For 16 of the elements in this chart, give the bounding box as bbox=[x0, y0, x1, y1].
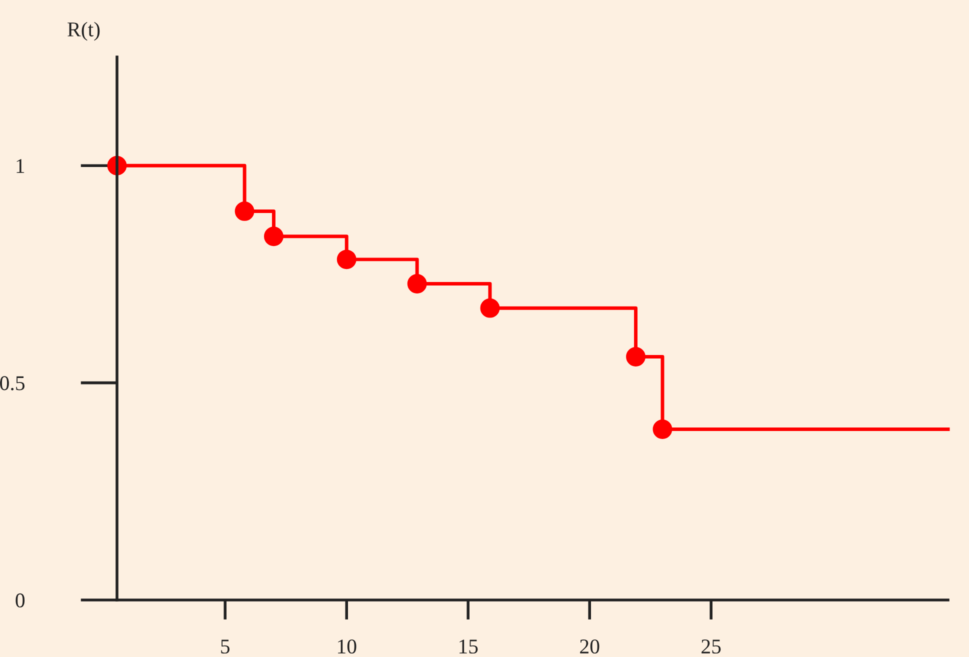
x-tick-label: 15 bbox=[460, 640, 478, 654]
x-tick-label: 25 bbox=[702, 640, 721, 654]
y-tick-label: 0 bbox=[16, 593, 25, 608]
point bbox=[407, 274, 427, 294]
point bbox=[336, 250, 356, 270]
x-tick-label: 20 bbox=[580, 639, 600, 654]
x-tick-label: 10 bbox=[338, 639, 356, 654]
x-tick-label: 5 bbox=[221, 640, 230, 654]
y-tick-label: 1 bbox=[16, 159, 24, 173]
y-axis-title: R(t) bbox=[68, 22, 100, 41]
point bbox=[264, 226, 284, 246]
y-tick-label: 0.5 bbox=[0, 376, 25, 390]
point bbox=[626, 347, 646, 366]
point bbox=[652, 420, 672, 440]
point bbox=[480, 298, 500, 318]
point bbox=[234, 201, 254, 221]
